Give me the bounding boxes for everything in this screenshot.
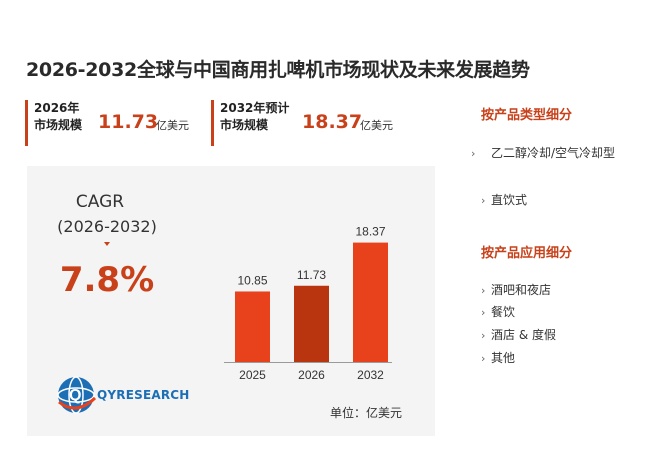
chevron-right-icon: ›	[481, 284, 486, 297]
bar-2025	[235, 291, 270, 362]
chart-unit-note: 单位：亿美元	[330, 406, 403, 420]
product-type-label: 直饮式	[491, 193, 528, 207]
chevron-right-icon: ›	[481, 329, 486, 342]
product-type-item[interactable]: › 乙二醇冷却/空气冷却型	[471, 143, 641, 164]
application-item[interactable]: › 酒店 & 度假	[481, 325, 641, 346]
application-item[interactable]: › 其他	[481, 348, 641, 369]
application-label: 酒店 & 度假	[491, 328, 556, 342]
application-item[interactable]: › 餐饮	[481, 302, 641, 323]
globe-icon: Q	[57, 376, 97, 414]
chevron-right-icon: ›	[481, 306, 486, 319]
chevron-right-icon: ›	[481, 352, 486, 365]
bar-2026	[294, 285, 329, 362]
chevron-right-icon: ›	[471, 147, 476, 160]
application-label: 餐饮	[491, 305, 516, 319]
product-application-heading: 按产品应用细分	[481, 246, 573, 261]
stat-label-line2: 市场规模	[34, 118, 83, 132]
application-label: 其他	[491, 351, 516, 365]
product-type-item[interactable]: › 直饮式	[481, 190, 641, 211]
stat-label-line1: 2032年预计	[220, 101, 290, 115]
cagr-value: 7.8%	[59, 260, 155, 300]
x-tick-label-2025: 2025	[239, 368, 266, 382]
cagr-arrow-icon	[104, 242, 110, 246]
data-label-2032: 18.37	[355, 225, 385, 239]
stat-value: 18.37	[302, 111, 363, 133]
bar-2032	[353, 242, 388, 362]
product-type-label: 乙二醇冷却/空气冷却型	[491, 146, 616, 160]
chevron-right-icon: ›	[481, 194, 486, 207]
qyresearch-logo: Q QYRESEARCH	[53, 372, 189, 418]
stat-label-line1: 2026年	[34, 101, 80, 115]
application-label: 酒吧和夜店	[491, 283, 552, 297]
stat-label-line2: 市场规模	[220, 118, 269, 132]
x-tick-label-2032: 2032	[357, 368, 384, 382]
stat-value: 11.73	[98, 111, 159, 133]
application-item[interactable]: › 酒吧和夜店	[481, 280, 641, 301]
svg-text:Q: Q	[69, 387, 81, 404]
product-type-heading: 按产品类型细分	[481, 108, 573, 123]
logo-text: QYRESEARCH	[97, 388, 190, 402]
cagr-range: (2026-2032)	[57, 217, 157, 236]
page-title: 2026-2032全球与中国商用扎啤机市场现状及未来发展趋势	[26, 59, 530, 81]
stat-unit: 亿美元	[156, 119, 189, 132]
data-label-2025: 10.85	[237, 273, 267, 287]
cagr-label: CAGR	[75, 192, 125, 212]
data-label-2026: 11.73	[297, 268, 326, 282]
stat-unit: 亿美元	[360, 119, 393, 132]
stat-2026-market-size: 2026年 市场规模 11.73 亿美元	[25, 100, 210, 146]
x-tick-label-2026: 2026	[298, 368, 325, 382]
stat-2032-market-size: 2032年预计 市场规模 18.37 亿美元	[211, 100, 406, 146]
